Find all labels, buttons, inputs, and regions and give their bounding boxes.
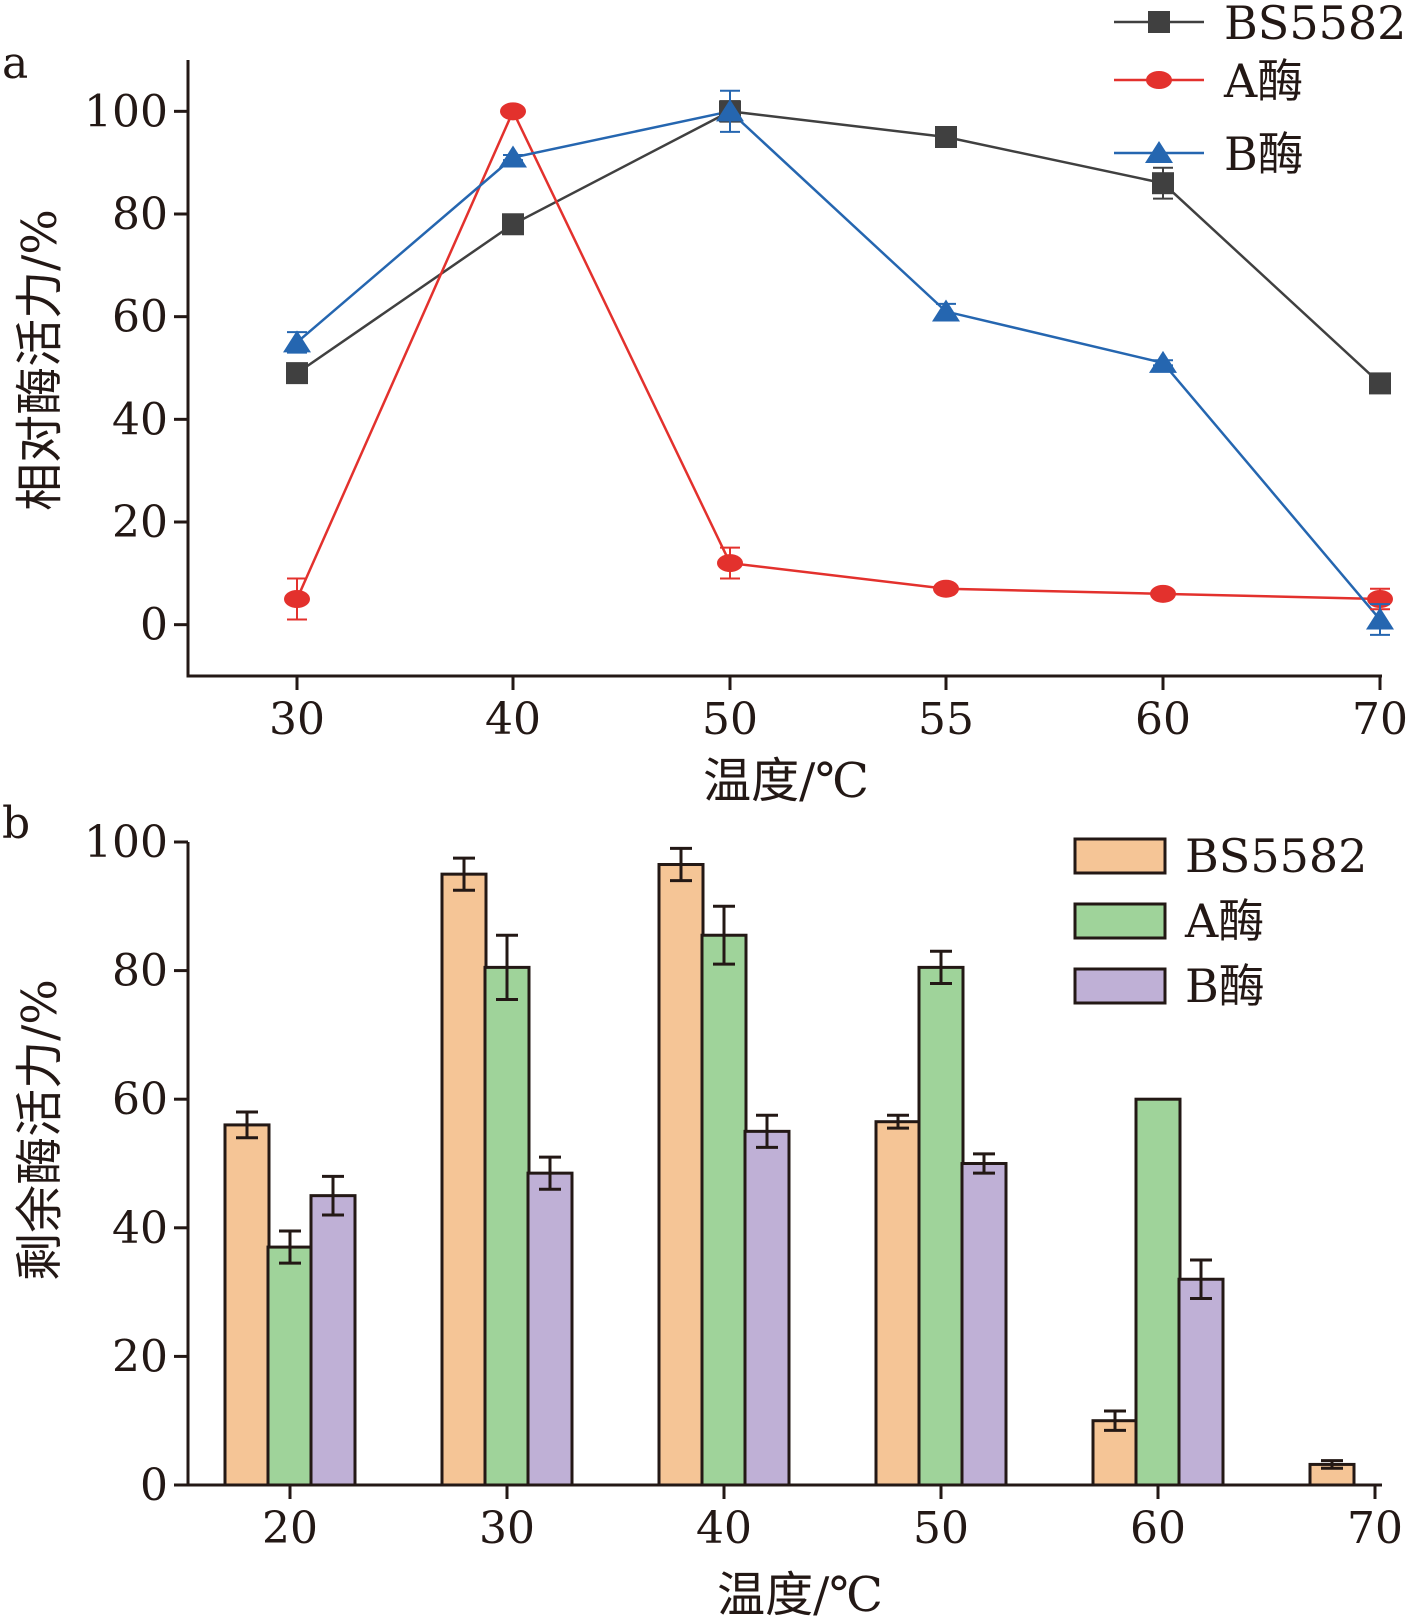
panel-b-bar (700, 933, 748, 1487)
panel-a-x-axis-title: 温度/℃ (703, 753, 869, 809)
panel-b-x-tick-label: 60 (1130, 1503, 1186, 1554)
panel-a-y-tick-label: 40 (112, 394, 168, 445)
panel-a-legend-label: B酶 (1224, 127, 1304, 181)
panel-a-data-point (1369, 372, 1391, 395)
panel-a-data-point (1366, 607, 1394, 630)
panel-a-legend-label: A酶 (1223, 54, 1303, 108)
panel-b-label: b (2, 798, 30, 849)
panel-b-bar (657, 863, 705, 1487)
panel-b-x-axis-title: 温度/℃ (717, 1567, 883, 1618)
panel-a-data-point (932, 299, 960, 322)
panel-b-y-tick-label: 100 (84, 817, 168, 868)
panel-b-bar (483, 965, 531, 1487)
panel-a-data-point (286, 362, 308, 385)
panel-a-data-point (1149, 350, 1177, 373)
panel-b-y-tick-label: 20 (112, 1331, 168, 1382)
panel-a-axis-lines (186, 60, 1382, 678)
panel-a-x-tick-label: 70 (1352, 694, 1408, 745)
panel-b-bar (1134, 1097, 1182, 1487)
panel-b-legend-label: B酶 (1185, 959, 1265, 1013)
panel-a-marks (283, 89, 1394, 636)
panel-b-legend-label: A酶 (1184, 894, 1264, 948)
panel-b-bar (874, 1120, 922, 1487)
panel-b-y-tick-label: 0 (140, 1460, 168, 1511)
panel-b-x-tick-label: 70 (1347, 1503, 1403, 1554)
panel-a-legend-marker (1145, 141, 1173, 163)
panel-a-y-tick-label: 0 (140, 600, 168, 651)
panel-b-bar (960, 1162, 1008, 1487)
panel-a-data-point (935, 126, 957, 148)
panel-a-data-point (1152, 172, 1174, 195)
panel-a-legend-marker (1148, 11, 1170, 33)
panel-b-bar (223, 1123, 271, 1487)
panel-a-data-point (284, 590, 310, 608)
panel-b-bar (743, 1129, 791, 1487)
panel-a-y-tick-label: 20 (112, 497, 168, 548)
panel-a-label: a (2, 38, 28, 89)
panel-a-x-tick-label: 55 (918, 694, 974, 745)
panel-b-x-tick-label: 30 (479, 1503, 535, 1554)
panel-a-y-tick-label: 100 (84, 86, 168, 137)
panel-a-y-tick-label: 60 (112, 292, 168, 343)
panel-a-data-point (716, 99, 744, 122)
panel-a-legend-marker (1146, 71, 1172, 89)
panel-b-bar (440, 872, 488, 1487)
panel-a-series-line (295, 108, 1381, 601)
panel-b-y-tick-label: 40 (112, 1203, 168, 1254)
panel-a-y-axis-title: 相对酶活力/% (12, 209, 68, 511)
panel-a-data-point (500, 102, 526, 121)
panel-a-x-tick-label: 50 (702, 694, 758, 745)
panel-b-y-tick-label: 80 (112, 946, 168, 997)
panel-b-y-axis-title: 剩余酶活力/% (12, 979, 68, 1281)
panel-a-data-point (502, 213, 524, 236)
panel-b-bar (266, 1245, 314, 1487)
panel-b-y-tick-label: 60 (112, 1074, 168, 1125)
panel-a-data-point (717, 554, 743, 573)
panel-b-legend-swatch (1073, 837, 1167, 875)
panel-a-series-line (296, 109, 1381, 621)
panel-b-marks (223, 846, 1356, 1487)
panel-a-series-line (296, 110, 1381, 385)
panel-b-legend-swatch (1073, 967, 1167, 1005)
panel-b-bar (917, 965, 965, 1487)
panel-a-legend-label: BS5582 (1224, 0, 1406, 50)
panel-a-data-point (1150, 584, 1176, 603)
panel-b: b 0 20 40 60 80 100 20 30 40 50 60 70 BS5582 A酶 B酶 温度… (2, 798, 1403, 1618)
panel-b-x-tick-label: 40 (696, 1503, 752, 1554)
panel-b-bar (309, 1194, 357, 1487)
panel-a-data-point (499, 145, 527, 168)
panel-a-axes: 0 20 40 60 80 100 30 40 50 55 60 70 (84, 60, 1408, 745)
panel-b-bar (526, 1171, 574, 1487)
panel-b-axes: 0 20 40 60 80 100 20 30 40 50 60 70 (84, 817, 1403, 1554)
panel-a-y-tick-label: 80 (112, 189, 168, 240)
panel-b-legend-swatch (1073, 902, 1167, 940)
panel-b-x-tick-label: 20 (262, 1503, 318, 1554)
panel-a-data-point (933, 579, 959, 598)
panel-a-x-tick-label: 30 (269, 694, 325, 745)
panel-b-bar (1177, 1277, 1225, 1487)
panel-a-data-point (283, 330, 311, 353)
panel-b-legend-label: BS5582 (1185, 829, 1367, 883)
panel-a-x-tick-label: 40 (485, 694, 541, 745)
panel-b-legend: BS5582 A酶 B酶 (1073, 829, 1367, 1013)
panel-a-x-tick-label: 60 (1135, 694, 1191, 745)
panel-b-x-tick-label: 50 (913, 1503, 969, 1554)
